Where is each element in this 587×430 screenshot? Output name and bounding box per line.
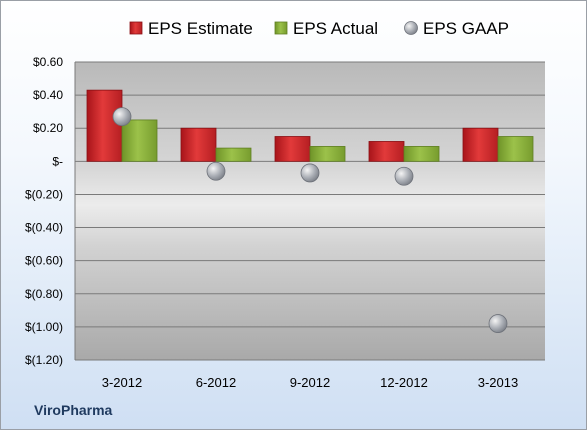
x-axis-ticks: 3-2012 6-2012 9-2012 12-2012 3-2013: [102, 375, 518, 390]
x-tick-label: 3-2012: [102, 375, 142, 390]
gaap-point: [394, 166, 414, 186]
y-tick-label: $(0.60): [25, 254, 63, 268]
y-tick-label: $0.40: [33, 88, 63, 102]
legend-swatch: [129, 21, 143, 35]
bar-eps-actual: [403, 146, 440, 162]
gaap-point: [206, 161, 226, 181]
y-tick-label: $(0.20): [25, 187, 63, 201]
x-tick-label: 6-2012: [196, 375, 236, 390]
legend-swatch: [274, 21, 288, 35]
legend-label: EPS Estimate: [148, 19, 253, 38]
legend-label: EPS Actual: [293, 19, 378, 38]
gridlines: [74, 61, 545, 361]
legend-swatch: [404, 21, 418, 35]
legend-label: EPS GAAP: [423, 19, 509, 38]
x-tick-label: 12-2012: [380, 375, 428, 390]
y-tick-label: $-: [52, 154, 63, 168]
gaap-point: [112, 107, 132, 127]
legend: EPS Estimate EPS Actual EPS GAAP: [129, 19, 509, 38]
y-tick-label: $0.20: [33, 121, 63, 135]
gaap-point: [300, 163, 320, 183]
gaap-point: [488, 314, 508, 333]
bar-eps-estimate: [462, 127, 499, 162]
bar-eps-actual: [497, 136, 534, 162]
y-axis-ticks: $0.60 $0.40 $0.20 $- $(0.20) $(0.40) $(0.60) $(…: [25, 55, 63, 367]
company-name: ViroPharma: [34, 402, 113, 418]
x-tick-label: 9-2012: [290, 375, 330, 390]
bar-eps-estimate: [86, 89, 123, 162]
y-tick-label: $(1.00): [25, 320, 63, 334]
bar-eps-estimate: [368, 141, 405, 162]
bars: [86, 89, 534, 162]
bar-eps-actual: [309, 146, 346, 162]
bar-eps-estimate: [180, 127, 217, 162]
gaap-points: [112, 107, 508, 333]
y-tick-label: $(0.80): [25, 287, 63, 301]
plot-area: [75, 62, 545, 360]
x-tick-label: 3-2013: [478, 375, 518, 390]
bar-eps-actual: [215, 147, 252, 162]
bar-eps-estimate: [274, 136, 311, 162]
y-tick-label: $0.60: [33, 55, 63, 69]
y-tick-label: $(0.40): [25, 221, 63, 235]
y-tick-label: $(1.20): [25, 353, 63, 367]
bar-eps-actual: [121, 119, 158, 162]
